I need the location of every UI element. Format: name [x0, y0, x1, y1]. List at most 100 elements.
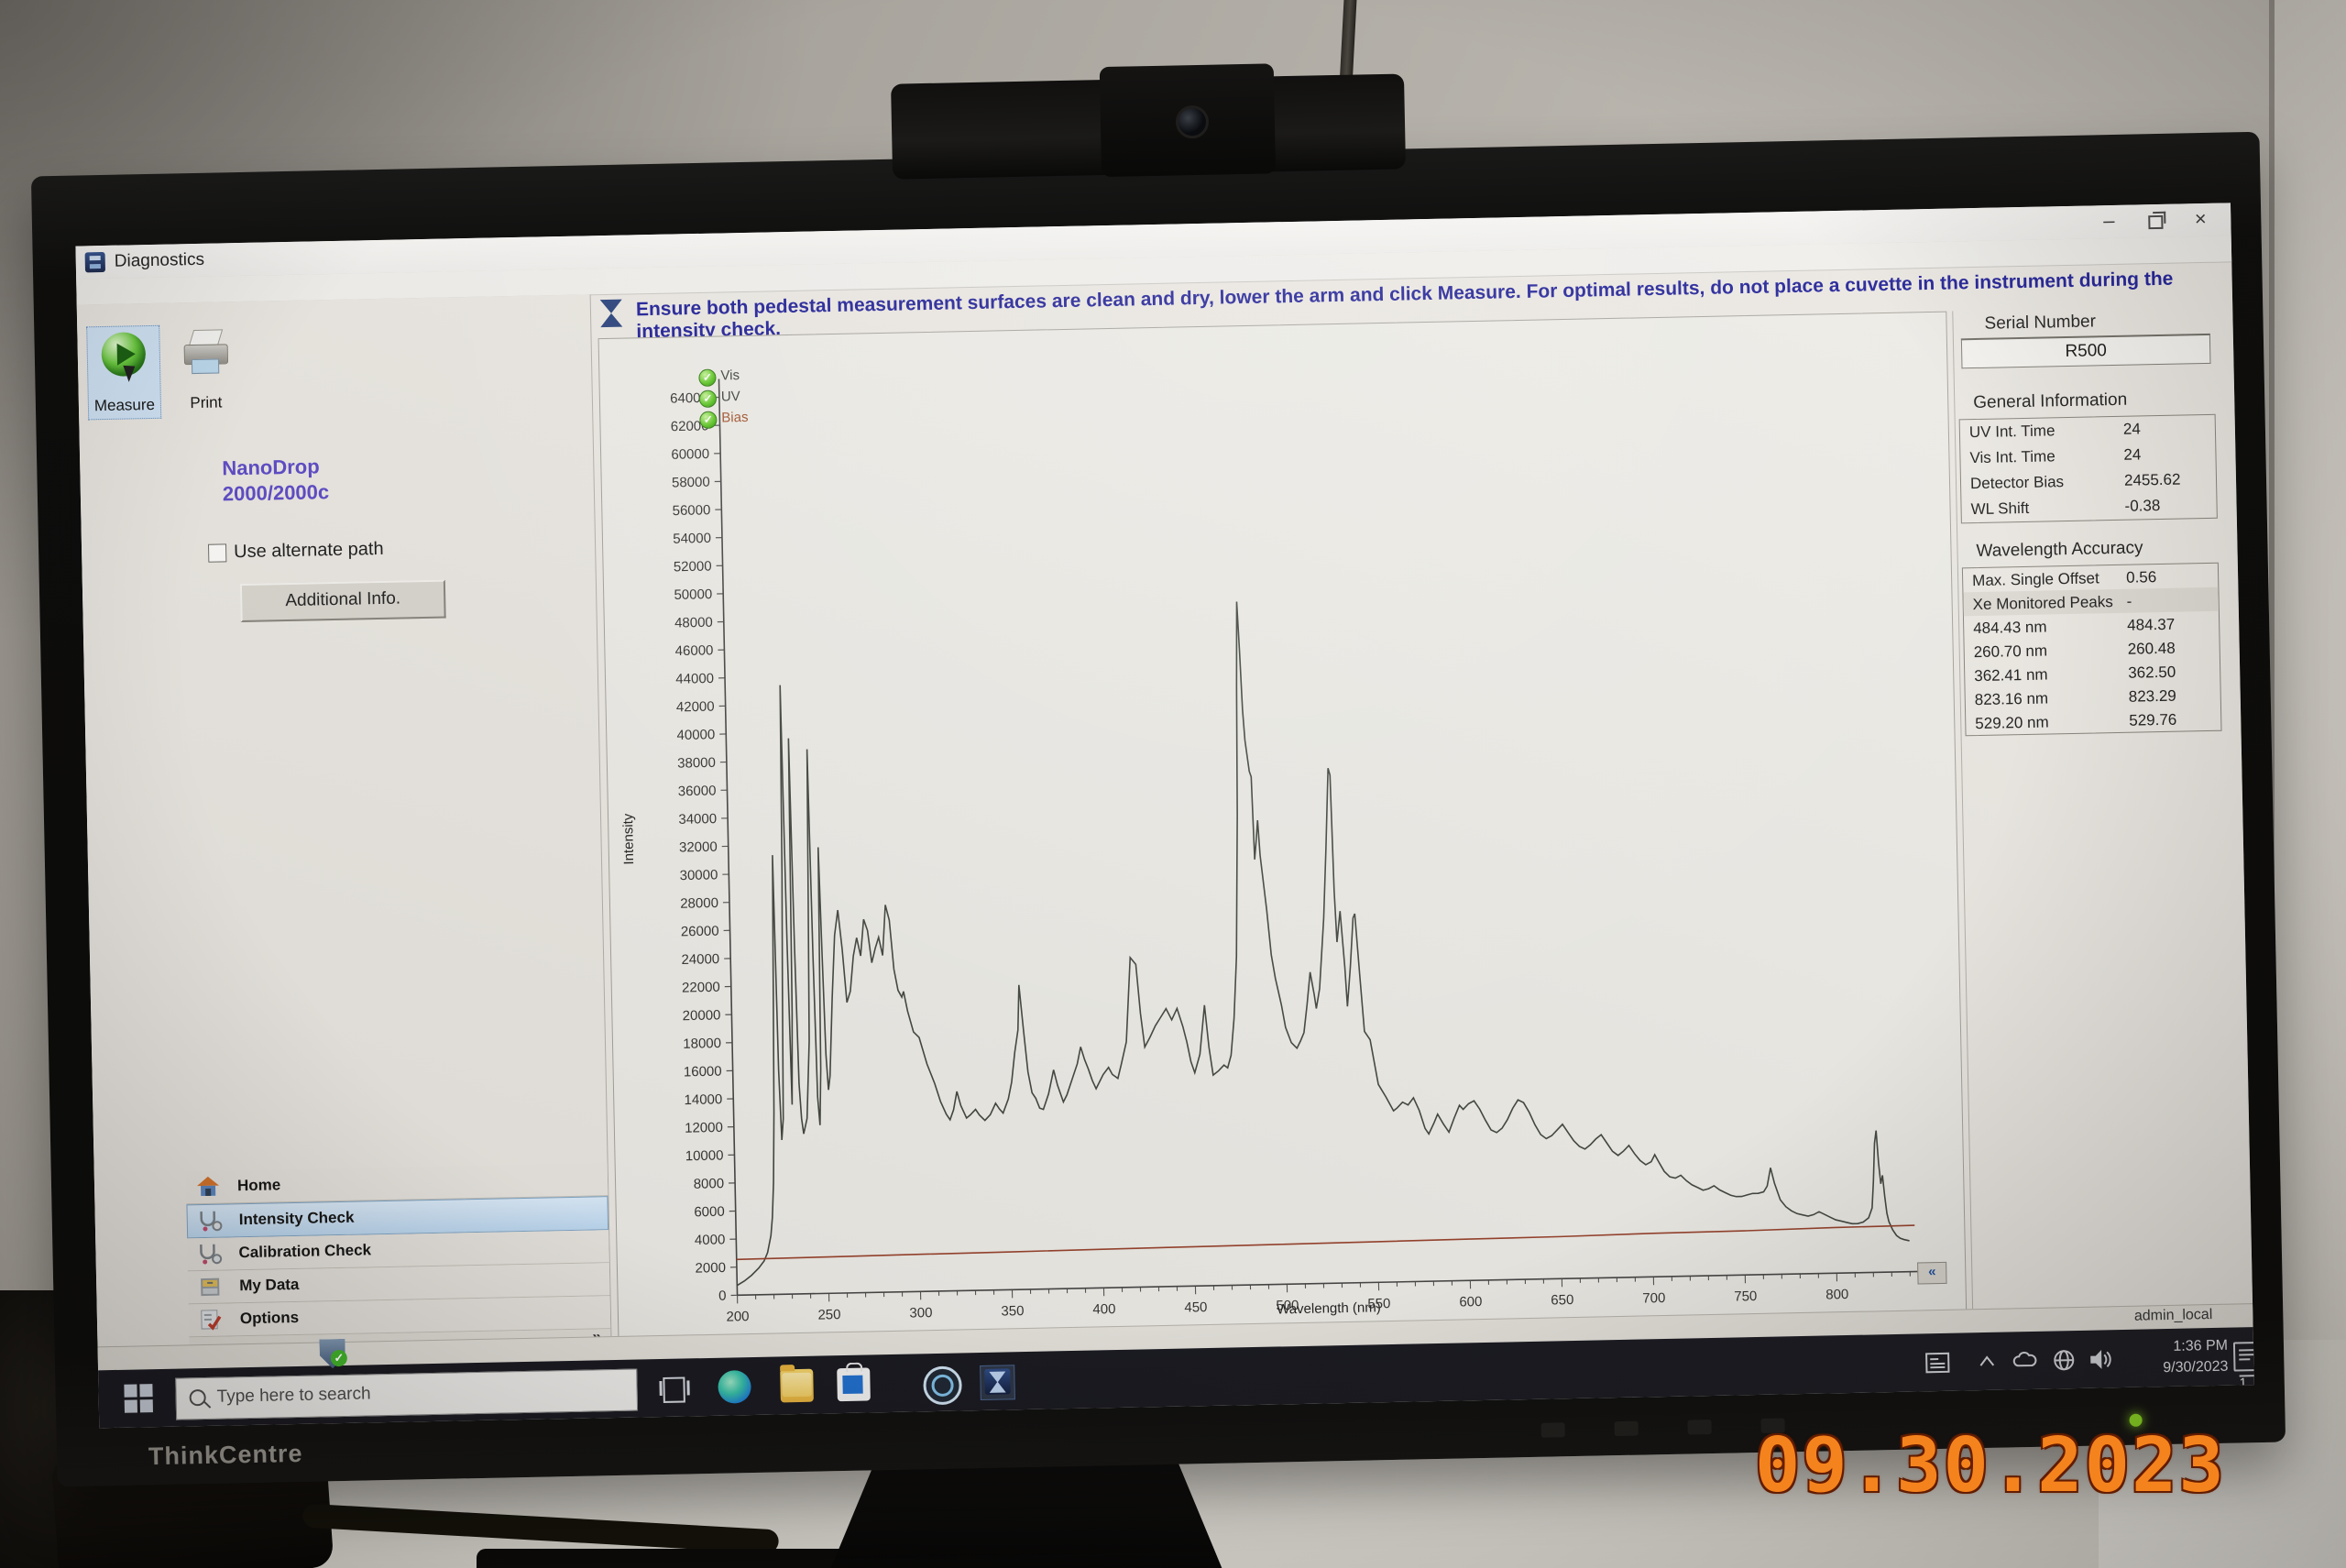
tick-label: 2000 [695, 1260, 726, 1277]
sync-app-icon[interactable] [923, 1365, 962, 1406]
monitor-button[interactable] [1687, 1420, 1712, 1435]
left-pane: Measure Print NanoDrop 2000/2000c [76, 294, 612, 1358]
search-input[interactable]: Type here to search [175, 1368, 639, 1420]
serial-number-input[interactable]: R500 [1960, 333, 2211, 369]
info-row-value: 0.56 [2125, 568, 2157, 587]
tick-label: 22000 [682, 980, 720, 996]
file-explorer-icon[interactable] [780, 1368, 814, 1403]
tick-label: 40000 [676, 727, 715, 743]
nav-item-home[interactable]: Home [185, 1163, 608, 1205]
close-button[interactable]: × [2194, 206, 2207, 231]
clock-time: 1:36 PM [2173, 1337, 2229, 1354]
app-icon [84, 251, 106, 273]
search-icon [189, 1388, 206, 1407]
info-row-value: 24 [2123, 445, 2142, 464]
device-name: NanoDrop 2000/2000c [222, 452, 443, 508]
diagnostics-window: Diagnostics – × Measu [75, 203, 2253, 1372]
wall-corner [2269, 0, 2275, 1375]
tick-label: 4000 [695, 1232, 726, 1248]
tick-label: 0 [718, 1288, 727, 1304]
tick-label: 60000 [671, 446, 709, 463]
info-row: WL Shift -0.38 [1961, 492, 2217, 523]
restore-button[interactable] [2133, 208, 2176, 235]
measure-label: Measure [93, 395, 156, 415]
nav-item-options[interactable]: Options [188, 1296, 611, 1338]
tick-label: 400 [1092, 1301, 1115, 1317]
tick-label: 18000 [683, 1036, 721, 1052]
restore-icon [2148, 214, 2164, 230]
legend-entry-label: Bias [721, 409, 749, 426]
info-row-value: 2455.62 [2123, 470, 2181, 489]
shield-check-icon: ✓ [330, 1349, 348, 1367]
nav-item-label: Calibration Check [238, 1241, 372, 1262]
nav-item-intensity-check[interactable]: Intensity Check [186, 1196, 609, 1239]
monitor-button[interactable] [1614, 1420, 1639, 1437]
tick-label: 700 [1642, 1290, 1665, 1306]
onedrive-cloud-icon[interactable] [2012, 1348, 2040, 1375]
tick-label: 48000 [674, 615, 713, 631]
info-row-value: 24 [2122, 420, 2141, 438]
wavelength-accuracy-table: Max. Single Offset 0.56 Xe Monitored Peaks… [1961, 562, 2222, 737]
nanodrop-app-taskbar-icon[interactable] [980, 1365, 1015, 1401]
speaker-icon[interactable] [2087, 1346, 2115, 1373]
nav-item-label: My Data [239, 1275, 300, 1295]
alternate-path-checkbox[interactable] [207, 543, 227, 563]
taskbar-clock[interactable]: 1:36 PM 9/30/2023 [2114, 1335, 2229, 1379]
info-row-label: Xe Monitored Peaks [1972, 593, 2113, 614]
tick-label: 10000 [685, 1147, 724, 1164]
security-shield-icon[interactable]: ✓ [317, 1337, 349, 1371]
measure-button[interactable]: Measure [86, 324, 162, 421]
tick-label: 250 [817, 1307, 840, 1322]
legend-entry-label: Vis [720, 367, 740, 384]
collapse-panel-button[interactable]: « [1917, 1261, 1947, 1285]
tick-label: 44000 [675, 671, 714, 687]
serial-number-label: Serial Number [1984, 312, 2097, 334]
notifications-icon[interactable]: 1 [2232, 1341, 2254, 1389]
info-row-label: 362.41 nm [1974, 665, 2048, 685]
network-globe-icon[interactable] [2050, 1347, 2078, 1374]
tray-chevron-icon[interactable] [1973, 1349, 2001, 1376]
tick-label: 42000 [676, 699, 715, 716]
microsoft-store-icon[interactable] [837, 1367, 871, 1402]
info-row-value: 484.37 [2126, 615, 2176, 634]
tick-label: 64000 [670, 390, 708, 407]
info-row-value: -0.38 [2124, 496, 2161, 515]
webcam [891, 63, 1407, 180]
tick-label: 12000 [685, 1120, 723, 1136]
info-row-label: UV Int. Time [1968, 422, 2055, 442]
stethoscope-icon [196, 1242, 223, 1266]
webcam-lens-icon [1175, 104, 1210, 139]
info-row-label: WL Shift [1970, 499, 2030, 519]
nav-item-calibration-check[interactable]: Calibration Check [187, 1230, 609, 1272]
nav-item-my-data[interactable]: My Data [187, 1263, 610, 1305]
tick-label: 650 [1551, 1292, 1573, 1308]
monitor-button[interactable] [1540, 1422, 1565, 1438]
series-bias [736, 1224, 1915, 1261]
chart-plot-area: 0 2000 4000 6000 8000 10000 12000 14000 16000 180… [599, 313, 1967, 1337]
info-row-label: Vis Int. Time [1969, 447, 2055, 467]
start-button[interactable] [124, 1384, 154, 1414]
screen: Diagnostics – × Measu [75, 203, 2254, 1429]
tick-label: 52000 [674, 558, 712, 575]
logged-in-user: admin_local [2133, 1307, 2213, 1324]
tick-label: 26000 [681, 924, 719, 940]
tick-label: 28000 [680, 895, 718, 912]
news-widget-icon[interactable] [1924, 1350, 1952, 1376]
tick-label: 350 [1001, 1303, 1024, 1319]
cursor-icon [123, 361, 139, 382]
general-information-title: General Information [1973, 389, 2128, 413]
additional-info-button[interactable]: Additional Info. [239, 579, 446, 623]
tick-label: 46000 [675, 642, 714, 659]
edge-browser-icon[interactable] [718, 1370, 751, 1404]
print-button[interactable]: Print [169, 327, 242, 417]
task-view-button[interactable] [659, 1371, 693, 1405]
tick-label: 38000 [677, 755, 716, 772]
clock-date: 9/30/2023 [2163, 1358, 2229, 1376]
intensity-chart: ✓ Vis ✓ UV ✓ Bias 0 2000 4000 6000 8000 10000 12000… [597, 311, 1968, 1338]
info-row-label: 529.20 nm [1975, 713, 2049, 733]
info-row-label: Detector Bias [1969, 473, 2065, 493]
minimize-button[interactable]: – [2102, 208, 2115, 233]
info-row-value: - [2126, 592, 2132, 610]
tick-label: 16000 [684, 1064, 722, 1080]
tick-label: 50000 [674, 587, 712, 603]
